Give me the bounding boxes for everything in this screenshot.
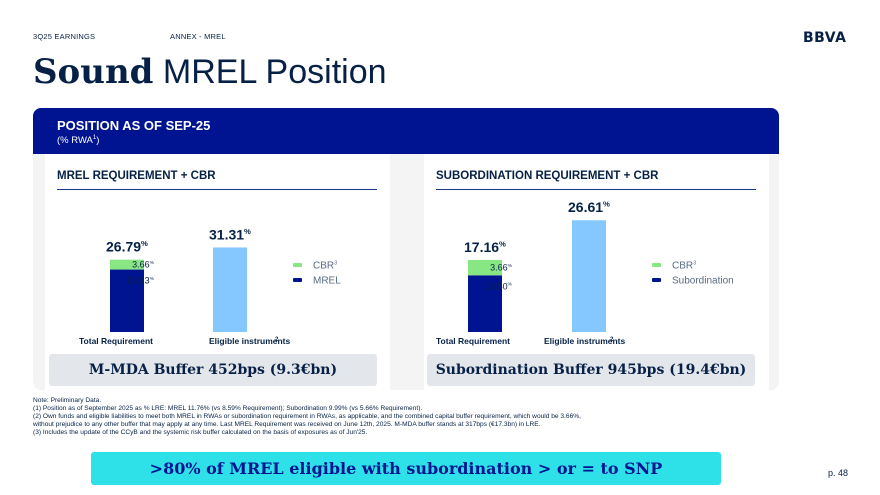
legend-label: CBR3	[313, 261, 337, 272]
subordination-section-title: SUBORDINATION REQUIREMENT + CBR	[436, 170, 659, 182]
total-requirement-value-label: 17.16%	[464, 239, 506, 255]
mrel-bar-segment	[110, 269, 144, 332]
mrel-section-title: MREL REQUIREMENT + CBR	[57, 170, 216, 182]
note-line: (1) Position as of September 2025 as % L…	[33, 405, 423, 412]
page-title-rest: MREL Position	[162, 53, 387, 91]
subordination-value-label: 13.50%	[485, 281, 513, 291]
bbva-logo: BBVA	[803, 30, 847, 46]
category-label: Total Requirement	[436, 336, 510, 346]
cbr-value-label: 3.66%	[490, 263, 513, 273]
header-annex-label: ANNEX - MREL	[170, 32, 226, 41]
legend-label: CBR3	[672, 261, 696, 272]
legend-label: MREL	[313, 276, 341, 287]
position-panel-header	[33, 108, 779, 154]
subordination-section-divider	[436, 189, 756, 190]
note-line: (2) Own funds and eligible liabilities t…	[33, 413, 581, 420]
panel-title: POSITION AS OF SEP-25	[57, 118, 211, 133]
page-title: Sound MREL Position	[33, 52, 387, 92]
legend-label: Subordination	[672, 276, 734, 287]
legend-swatch	[652, 263, 661, 267]
category-footnote-mark: 2	[610, 337, 614, 343]
category-label: Eligible instruments	[209, 336, 291, 346]
category-footnote-mark: 2	[275, 337, 279, 343]
cbr-bar-segment	[468, 259, 502, 276]
page-title-bold: Sound	[33, 52, 154, 92]
note-line: (3) Includes the update of the CCyB and …	[33, 429, 368, 436]
header-section-label: 3Q25 EARNINGS	[33, 32, 96, 41]
total-requirement-value-label: 26.79%	[106, 239, 148, 255]
subordination-bar-segment	[468, 275, 502, 332]
legend-swatch	[293, 263, 302, 267]
cbr-bar-segment	[110, 259, 144, 270]
eligible-instruments-value-label: 31.31%	[209, 226, 251, 242]
mrel-section-divider	[57, 189, 377, 190]
eligible-instruments-bar	[213, 247, 247, 332]
category-label: Total Requirement	[79, 336, 153, 346]
mrel-value-label: 23.13%	[127, 276, 155, 286]
note-line: Note: Preliminary Data.	[33, 397, 102, 404]
note-line: without prejudice to any other buffer th…	[33, 421, 541, 428]
mmda-buffer-box: M-MDA Buffer 452bps (9.3€bn)	[49, 354, 377, 386]
panel-subtitle: (% RWA1)	[57, 135, 100, 147]
legend-swatch	[293, 278, 302, 282]
page-number: p. 48	[828, 468, 849, 478]
eligible-instruments-bar	[572, 220, 606, 332]
eligible-instruments-value-label: 26.61%	[568, 199, 610, 215]
key-message-banner: >80% of MREL eligible with subordination…	[91, 452, 721, 485]
subordination-buffer-box: Subordination Buffer 945bps (19.4€bn)	[427, 354, 755, 386]
cbr-value-label: 3.66%	[132, 260, 155, 270]
legend-swatch	[652, 278, 661, 282]
category-label: Eligible instruments	[544, 336, 626, 346]
